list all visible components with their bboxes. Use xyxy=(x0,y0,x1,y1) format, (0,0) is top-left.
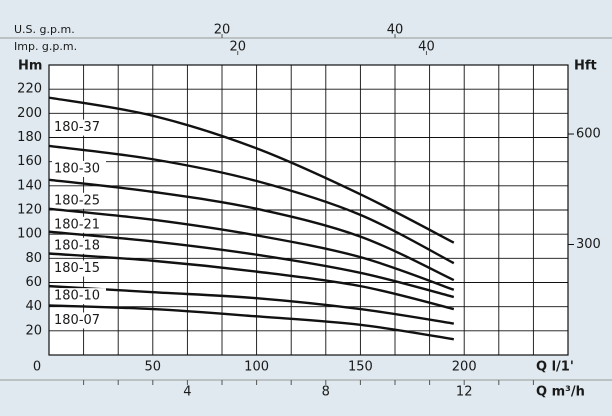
curve-label-bg xyxy=(52,216,106,233)
pump-curve xyxy=(48,252,455,311)
pump-curve xyxy=(48,144,455,265)
x-tick-label: 200 xyxy=(452,360,477,375)
pump-curve xyxy=(48,230,455,299)
curve-label: 180-37 xyxy=(54,120,100,135)
curve-label: 180-15 xyxy=(54,261,100,276)
curve-label-bg xyxy=(52,260,106,277)
y2-tick-label: 300 xyxy=(576,237,601,252)
y-tick-label: 180 xyxy=(17,130,42,145)
y-tick-label: 160 xyxy=(17,154,42,169)
x-tick-label: 50 xyxy=(145,360,162,375)
x-axis-label: Q l/1' xyxy=(536,360,574,375)
curve-label: 180-21 xyxy=(54,217,100,232)
curve-label: 180-07 xyxy=(54,313,100,328)
pump-curve xyxy=(48,207,455,291)
x2-tick-label: 8 xyxy=(322,385,330,400)
top-tick-label: 40 xyxy=(418,40,435,55)
curve-label: 180-10 xyxy=(54,289,100,304)
y-tick-label: 20 xyxy=(25,323,42,338)
x-tick-label: 0 xyxy=(33,360,41,375)
curve-label-bg xyxy=(52,160,106,177)
y-tick-label: 40 xyxy=(25,299,42,314)
y-tick-label: 200 xyxy=(17,106,42,121)
y-tick-label: 100 xyxy=(17,227,42,242)
curve-label-bg xyxy=(52,312,106,329)
x2-tick-label: 12 xyxy=(456,385,473,400)
curve-label-bg xyxy=(52,119,106,136)
pump-curve xyxy=(48,304,455,341)
top-tick-label: 20 xyxy=(214,23,231,38)
x-tick-label: 150 xyxy=(348,360,373,375)
x2-tick-label: 4 xyxy=(183,385,191,400)
curve-label: 180-25 xyxy=(54,193,100,208)
y-tick-label: 220 xyxy=(17,82,42,97)
pump-curve xyxy=(48,284,455,325)
y-tick-label: 80 xyxy=(25,251,42,266)
imp-gpm-label: Imp. g.p.m. xyxy=(14,40,77,53)
us-gpm-label: U.S. g.p.m. xyxy=(14,23,75,36)
pump-curve xyxy=(48,178,455,282)
x2-axis-label: Q m³/h xyxy=(536,385,585,400)
curve-label: 180-30 xyxy=(54,161,100,176)
curve-label: 180-18 xyxy=(54,238,100,253)
curve-label-bg xyxy=(52,237,106,254)
y2-tick-label: 600 xyxy=(576,127,601,142)
y-tick-label: 60 xyxy=(25,275,42,290)
y2-axis-label: Hft xyxy=(574,59,597,74)
y-axis-label: Hm xyxy=(18,59,42,74)
curve-label-bg xyxy=(52,288,106,305)
curve-label-bg xyxy=(52,192,106,209)
top-tick-label: 40 xyxy=(387,23,404,38)
top-tick-label: 20 xyxy=(229,40,246,55)
pump-curve xyxy=(48,96,455,244)
x-tick-label: 100 xyxy=(244,360,269,375)
y-tick-label: 120 xyxy=(17,203,42,218)
y-tick-label: 140 xyxy=(17,178,42,193)
